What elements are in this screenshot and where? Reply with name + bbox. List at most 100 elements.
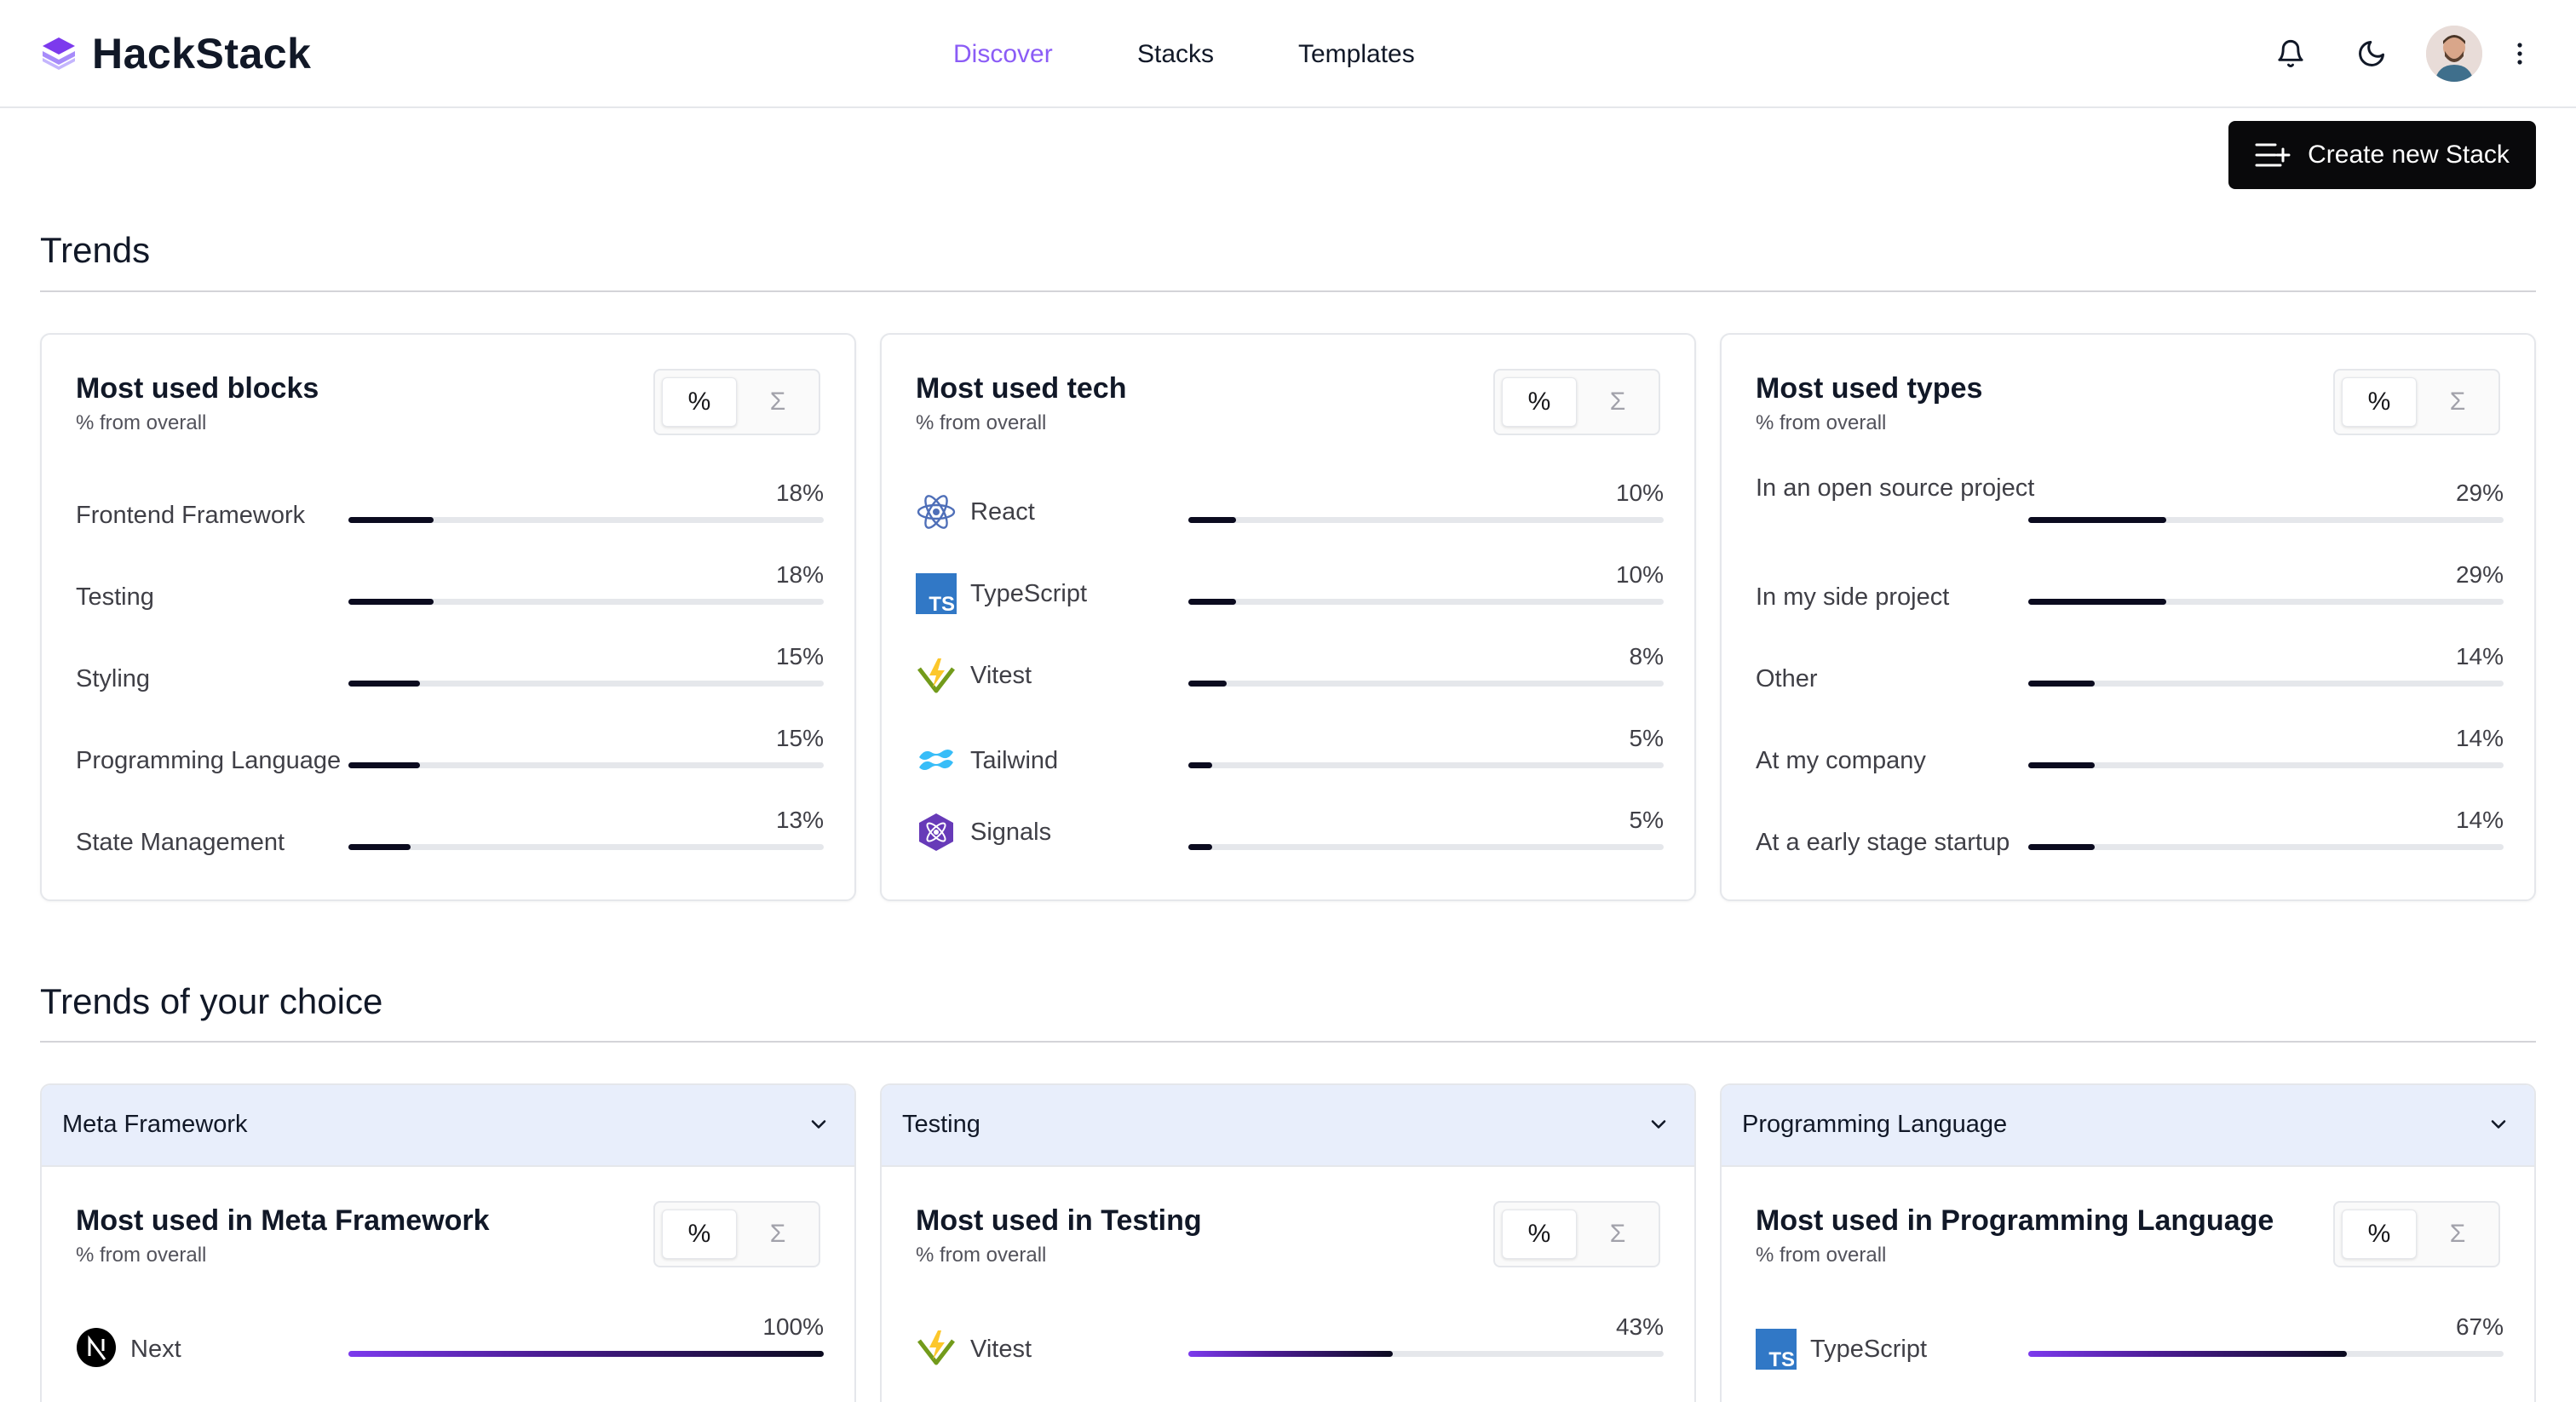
create-new-stack-button[interactable]: Create new Stack [2228,121,2536,189]
category-select[interactable]: Testing [882,1085,1694,1167]
top-header: HackStack Discover Stacks Templates [0,0,2576,108]
row-label: Programming Language [76,747,342,774]
row-percent: 10% [1615,480,1664,506]
progress-fill [348,599,434,605]
progress-fill [348,762,420,768]
card-most-used-types: Most used types % from overall % Σ In an… [1720,333,2536,901]
svg-text:TS: TS [1768,1348,1795,1370]
more-vertical-icon[interactable] [2503,32,2537,75]
progress-fill [2028,599,2166,605]
notifications-bell-icon[interactable] [2269,32,2312,75]
progress-bar [2028,599,2504,605]
progress-fill [1188,1351,1393,1357]
progress-bar [2028,517,2504,523]
progress-fill [348,517,434,523]
sum-toggle-button[interactable]: Σ [769,388,786,416]
row-percent: 8% [1629,643,1664,669]
row-label: Next [130,1336,181,1363]
row-label: In my side project [1756,583,1950,611]
app-logo[interactable]: HackStack [39,29,311,78]
percent-toggle-button[interactable]: % [1502,1210,1577,1259]
list-item: At a early stage startup 14% [1756,807,2504,883]
row-label: TypeScript [970,580,1087,607]
card-subtitle: % from overall [76,1244,207,1267]
progress-bar [348,1351,824,1357]
dark-mode-moon-icon[interactable] [2350,32,2393,75]
chevron-down-icon [2491,1120,2506,1129]
percent-toggle-button[interactable]: % [2342,1210,2417,1259]
category-select[interactable]: Meta Framework [42,1085,854,1167]
list-item: Styling 15% [76,643,824,720]
tailwind-icon [919,750,953,770]
nav-templates[interactable]: Templates [1298,40,1415,68]
row-percent: 100% [762,1313,824,1340]
sum-toggle-button[interactable]: Σ [769,1220,786,1248]
progress-bar [2028,1351,2504,1357]
row-percent: 13% [775,807,824,833]
progress-fill [348,681,420,687]
progress-fill [2028,517,2166,523]
category-select[interactable]: Programming Language [1722,1085,2534,1167]
row-label: React [970,498,1035,526]
progress-fill [1188,844,1212,850]
card-title: Most used blocks [76,372,319,405]
mode-toggle: % Σ [2333,1201,2500,1267]
progress-bar [348,599,824,605]
list-item: Vitest 8% [916,643,1664,720]
nextjs-icon [77,1328,116,1367]
card-title: Most used tech [916,372,1127,405]
list-item: In an open source project 29% [1756,471,2504,556]
react-icon [917,495,956,529]
list-item: Vitest 43% [916,1313,1664,1390]
row-label: In an open source project [1756,474,2035,502]
row-label: State Management [76,829,285,856]
row-percent: 15% [775,643,824,669]
card-subtitle: % from overall [1756,411,1887,434]
trends-divider [40,290,2536,292]
list-item: Other 14% [1756,643,2504,720]
percent-toggle-button[interactable]: % [662,1210,737,1259]
progress-bar [1188,844,1664,850]
choice-card-programming-language: Programming Language Most used in Progra… [1720,1083,2536,1402]
row-label: Testing [76,583,154,611]
progress-fill [1188,681,1227,687]
card-most-used-blocks: Most used blocks % from overall % Σ Fron… [40,333,856,901]
progress-bar [348,681,824,687]
sum-toggle-button[interactable]: Σ [1609,388,1626,416]
list-item: Testing 18% [76,561,824,638]
row-label: At a early stage startup [1756,829,2010,856]
row-label: Tailwind [970,747,1059,774]
percent-toggle-button[interactable]: % [2342,377,2417,427]
progress-bar [1188,517,1664,523]
row-percent: 18% [775,561,824,588]
sum-toggle-button[interactable]: Σ [1609,1220,1626,1248]
trends-heading: Trends [40,230,151,270]
mode-toggle: % Σ [2333,369,2500,435]
user-avatar[interactable] [2426,26,2482,82]
card-subtitle: % from overall [916,1244,1047,1267]
vitest-icon [917,1330,955,1365]
percent-toggle-button[interactable]: % [662,377,737,427]
progress-bar [2028,681,2504,687]
sum-toggle-button[interactable]: Σ [2449,388,2466,416]
row-percent: 18% [775,480,824,506]
sum-toggle-button[interactable]: Σ [2449,1220,2466,1248]
chevron-down-icon [1651,1120,1666,1129]
progress-fill [2028,844,2096,850]
list-item: TS TypeScript 67% [1756,1313,2504,1390]
chevron-down-icon [811,1120,826,1129]
row-percent: 67% [2455,1313,2504,1340]
main-nav: Discover Stacks Templates [0,34,2576,75]
list-item: Tailwind 5% [916,725,1664,802]
row-percent: 43% [1615,1313,1664,1340]
vitest-icon [917,658,955,693]
row-label: Styling [76,665,151,692]
progress-bar [1188,599,1664,605]
nav-stacks[interactable]: Stacks [1137,40,1215,68]
nav-discover[interactable]: Discover [953,40,1053,68]
list-item: Programming Language 15% [76,725,824,802]
percent-toggle-button[interactable]: % [1502,377,1577,427]
row-label: At my company [1756,747,1926,774]
list-item: Frontend Framework 18% [76,480,824,556]
mode-toggle: % Σ [1493,369,1660,435]
